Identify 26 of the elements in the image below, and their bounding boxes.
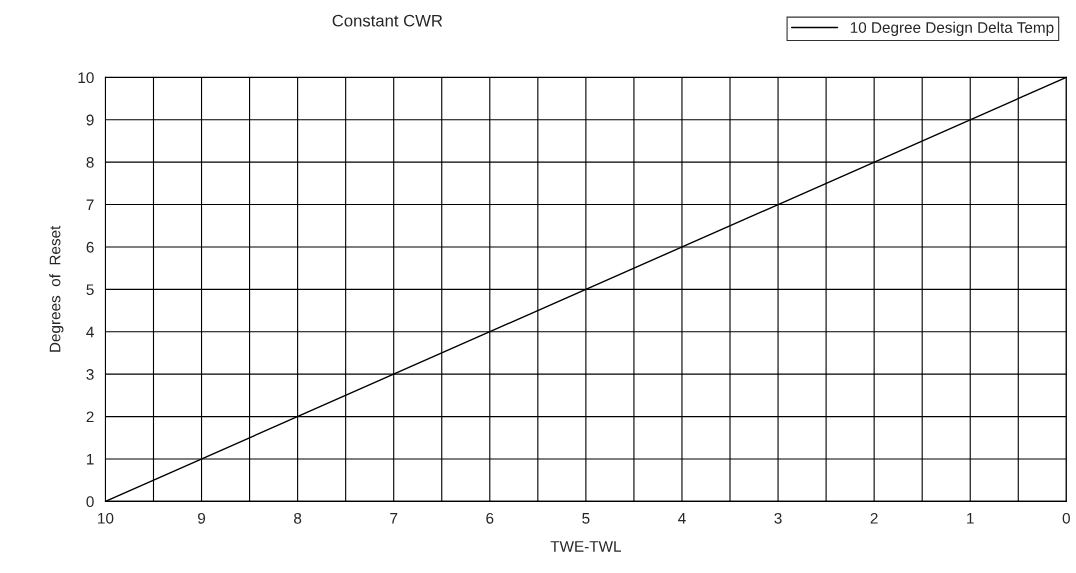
y-tick-label: 1 bbox=[87, 454, 94, 465]
x-axis-title: TWE-TWL bbox=[550, 541, 622, 552]
legend-label: 10 Degree Design Delta Temp bbox=[850, 21, 1054, 36]
y-tick-label: 0 bbox=[86, 496, 94, 508]
y-tick-label: 7 bbox=[86, 199, 94, 211]
x-tick-label: 7 bbox=[390, 513, 398, 524]
x-tick-label: 8 bbox=[294, 512, 302, 524]
y-tick-label: 5 bbox=[86, 284, 94, 296]
y-tick-label: 2 bbox=[86, 411, 94, 423]
y-axis-title: Degrees of Reset bbox=[49, 225, 64, 352]
x-tick-label: 6 bbox=[486, 512, 494, 524]
y-tick-label: 8 bbox=[86, 157, 94, 168]
y-tick-label: 3 bbox=[86, 369, 94, 380]
y-tick-label: 4 bbox=[86, 326, 94, 338]
y-tick-label: 10 bbox=[78, 72, 94, 84]
x-tick-label: 2 bbox=[870, 512, 878, 524]
x-tick-label: 4 bbox=[678, 513, 686, 524]
x-tick-label: 5 bbox=[582, 513, 590, 524]
y-tick-label: 9 bbox=[86, 114, 94, 126]
x-tick-label: 10 bbox=[98, 512, 114, 524]
x-tick-label: 9 bbox=[198, 512, 206, 524]
x-tick-label: 0 bbox=[1062, 512, 1070, 524]
x-tick-label: 3 bbox=[774, 512, 782, 524]
y-tick-label: 6 bbox=[86, 241, 94, 253]
x-tick-label: 1 bbox=[967, 513, 974, 524]
chart-title: Constant CWR bbox=[332, 14, 443, 27]
